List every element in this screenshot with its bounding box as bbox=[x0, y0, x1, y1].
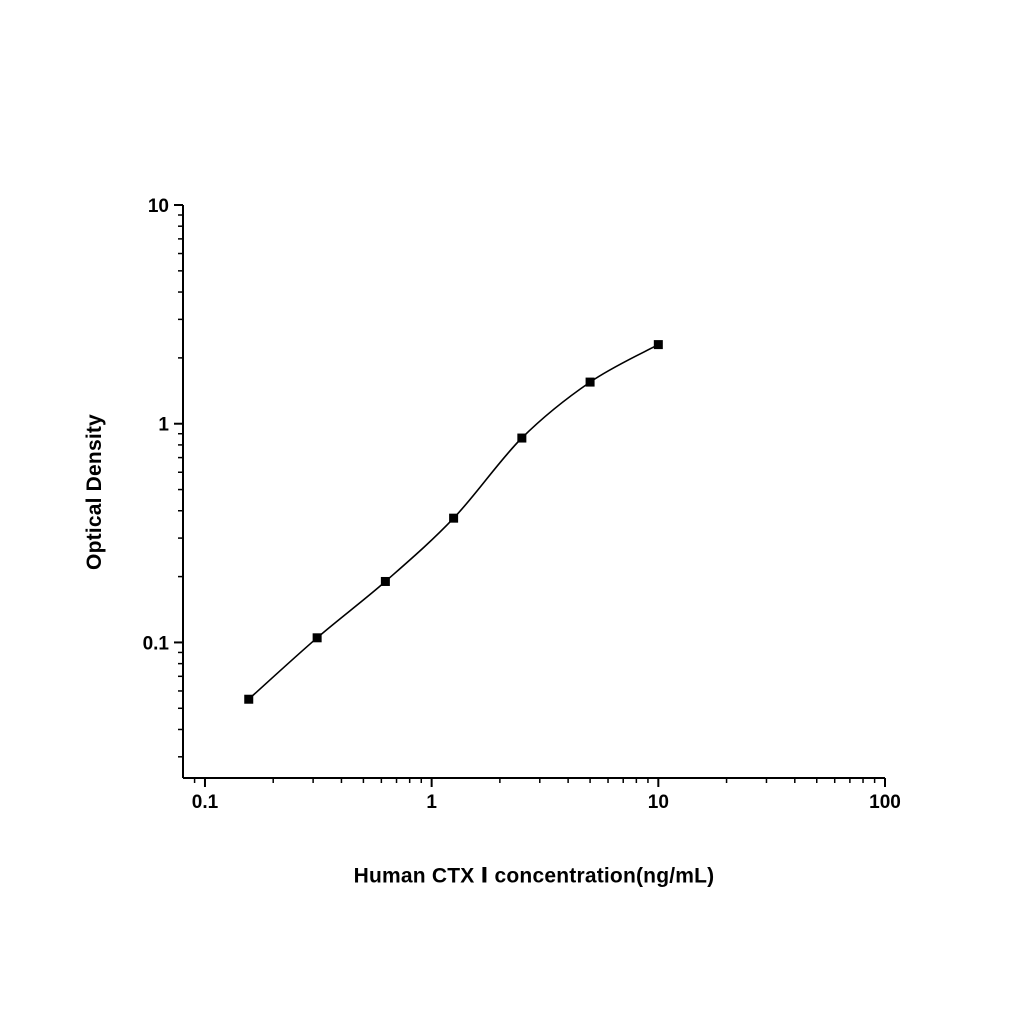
x-axis-title: Human CTX Ⅰ concentration(ng/mL) bbox=[353, 864, 715, 888]
y-tick-label: 1 bbox=[158, 415, 169, 436]
data-point-marker bbox=[517, 433, 527, 443]
data-point-marker bbox=[380, 576, 390, 586]
y-axis-title: Optical Density bbox=[83, 414, 106, 570]
data-point-marker bbox=[449, 513, 459, 523]
x-tick-label: 0.1 bbox=[192, 792, 219, 813]
data-point-marker bbox=[244, 694, 254, 704]
y-tick-label: 0.1 bbox=[143, 633, 170, 654]
data-point-marker bbox=[585, 377, 595, 387]
x-tick-label: 1 bbox=[426, 792, 437, 813]
data-point-marker bbox=[312, 633, 322, 643]
y-tick-label: 10 bbox=[148, 196, 169, 217]
x-tick-label: 100 bbox=[869, 792, 901, 813]
x-tick-label: 10 bbox=[648, 792, 669, 813]
data-point-marker bbox=[653, 340, 663, 350]
